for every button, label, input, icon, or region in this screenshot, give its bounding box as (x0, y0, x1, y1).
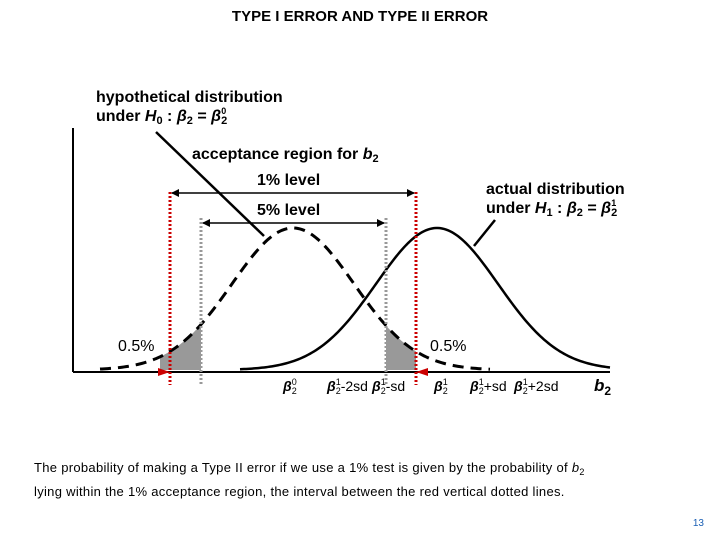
h1-distribution-curve (239, 226, 611, 371)
left-tail-label: 0.5% (118, 338, 154, 355)
right-critical-arrowhead (416, 368, 428, 376)
x-tick-label: β21-2sd (326, 377, 368, 396)
h1-label-line2: under H1 : β2 = β21 (486, 198, 618, 219)
h1-label-line1: actual distribution (486, 181, 625, 198)
left-tail-shaded-area (160, 324, 201, 370)
acceptance-region-label: acceptance region for b2 (192, 146, 379, 165)
h1-pointer-line (473, 219, 496, 247)
x-axis-variable: b2 (594, 376, 611, 398)
one-percent-level-label: 1% level (257, 172, 321, 189)
x-tick-label: β21-sd (371, 377, 405, 396)
h0-pointer-line (155, 131, 265, 237)
h0-distribution-label: hypothetical distribution under H0 : β2 … (96, 88, 283, 131)
right-tail-label: 0.5% (430, 338, 466, 355)
right-tail-shaded-area (386, 325, 416, 370)
h0-label-line1: hypothetical distribution (96, 89, 283, 106)
x-axis-tick-labels: β20 β21-2sd β21-sd β21 β21+sd β21+2sd (282, 377, 558, 396)
h1-distribution-label: actual distribution under H1 : β2 = β21 (486, 180, 625, 223)
h0-distribution-curve (99, 226, 491, 371)
slide-title: TYPE I ERROR AND TYPE II ERROR (231, 8, 489, 25)
caption-text: The probability of making a Type II erro… (34, 460, 585, 499)
left-critical-arrowhead (158, 368, 170, 376)
x-tick-label: β21+sd (469, 377, 507, 396)
h0-label-line2: under H0 : β2 = β20 (96, 106, 228, 127)
x-tick-label: β21 (433, 377, 448, 396)
page-number: 13 (692, 518, 704, 529)
x-tick-label: β20 (282, 377, 297, 396)
x-tick-label: β21+2sd (513, 377, 558, 396)
five-percent-level-label: 5% level (257, 202, 321, 219)
